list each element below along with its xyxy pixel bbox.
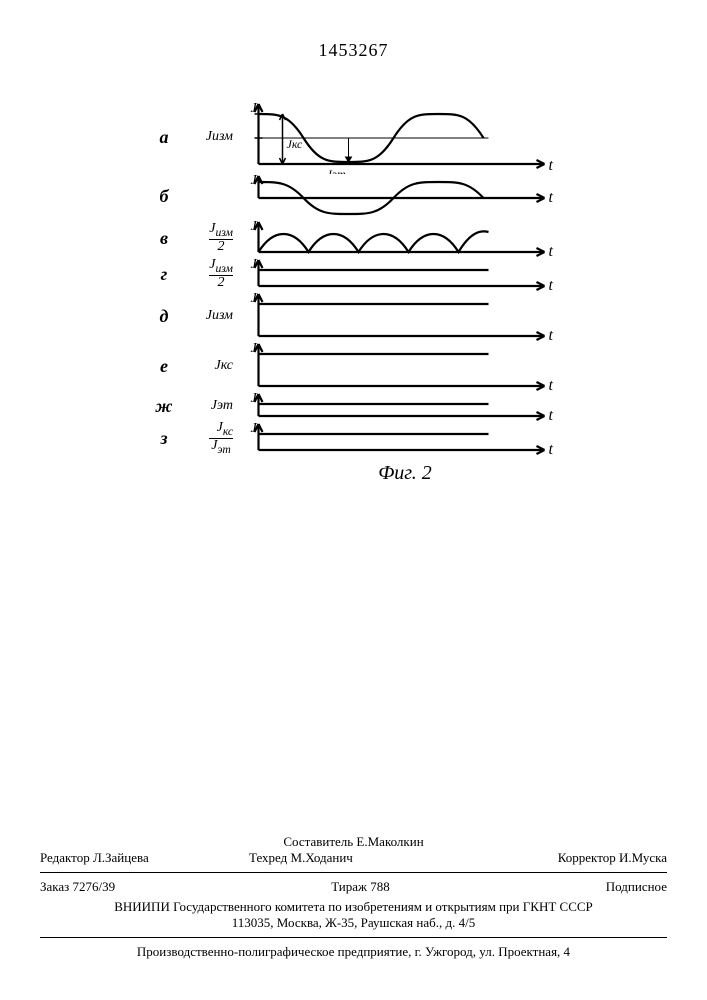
row-label: з [150,428,178,449]
order: Заказ 7276/39 [40,879,115,895]
plot-zh: J t [237,390,570,422]
plot-b: J t [237,172,570,220]
plot-z: J t [237,420,570,456]
row-label: а [150,127,178,148]
page-number: 1453267 [0,40,707,61]
figure-caption: Фиг. 2 [240,462,570,485]
row-label: е [150,356,178,377]
plot-row-e: е Jкс J t [150,340,570,392]
y-label: Jизм [178,309,237,323]
y-label: Jкс [178,359,237,373]
row-label: г [150,264,178,285]
tech: Техред М.Ходанич [249,850,458,866]
address: 113035, Москва, Ж-35, Раушская наб., д. … [40,915,667,931]
divider [40,872,667,873]
svg-text:t: t [549,189,554,206]
y-label: Jизм [178,130,237,144]
corrector: Корректор И.Муска [458,850,667,866]
tirazh: Тираж 788 [331,879,390,895]
editor: Редактор Л.Зайцева [40,850,249,866]
plot-v: J t [237,218,570,258]
subscription: Подписное [606,879,667,895]
y-label: Jизм2 [178,258,237,289]
org: ВНИИПИ Государственного комитета по изоб… [40,899,667,915]
svg-text:J: J [251,421,258,436]
plot-row-b: б J t [150,172,570,220]
compiler: Составитель Е.Маколкин [40,834,667,850]
printer: Производственно-полиграфическое предприя… [40,944,667,960]
svg-text:J: J [251,101,258,116]
divider [40,937,667,938]
row-label: в [150,228,178,249]
plot-row-zh: ж Jэт J t [150,390,570,422]
y-label: Jэт [178,399,237,413]
row-label: д [150,306,178,327]
row-label: ж [150,396,178,417]
y-label: Jизм2 [178,222,237,253]
svg-text:J: J [251,291,258,306]
plot-e: J t [237,340,570,392]
plot-g: J t [237,256,570,292]
svg-text:Jкс: Jкс [287,137,303,151]
svg-text:J: J [251,219,258,234]
y-label: JксJэт [178,421,237,455]
plot-row-a: а Jизм [150,100,570,174]
plot-row-d: д Jизм J t [150,290,570,342]
svg-text:J: J [251,257,258,272]
plot-a: J t Jкс Jэт [237,100,570,174]
svg-text:t: t [549,441,554,456]
plot-row-g: г Jизм2 J t [150,256,570,292]
plot-d: J t [237,290,570,342]
row-label: б [150,186,178,207]
plot-row-v: в Jизм2 J t [150,218,570,258]
svg-text:J: J [251,341,258,356]
svg-text:J: J [251,173,258,188]
plot-row-z: з JксJэт J t [150,420,570,456]
svg-text:J: J [251,391,258,406]
footer: Составитель Е.Маколкин Редактор Л.Зайцев… [40,834,667,960]
figure-2: а Jизм [150,100,570,485]
